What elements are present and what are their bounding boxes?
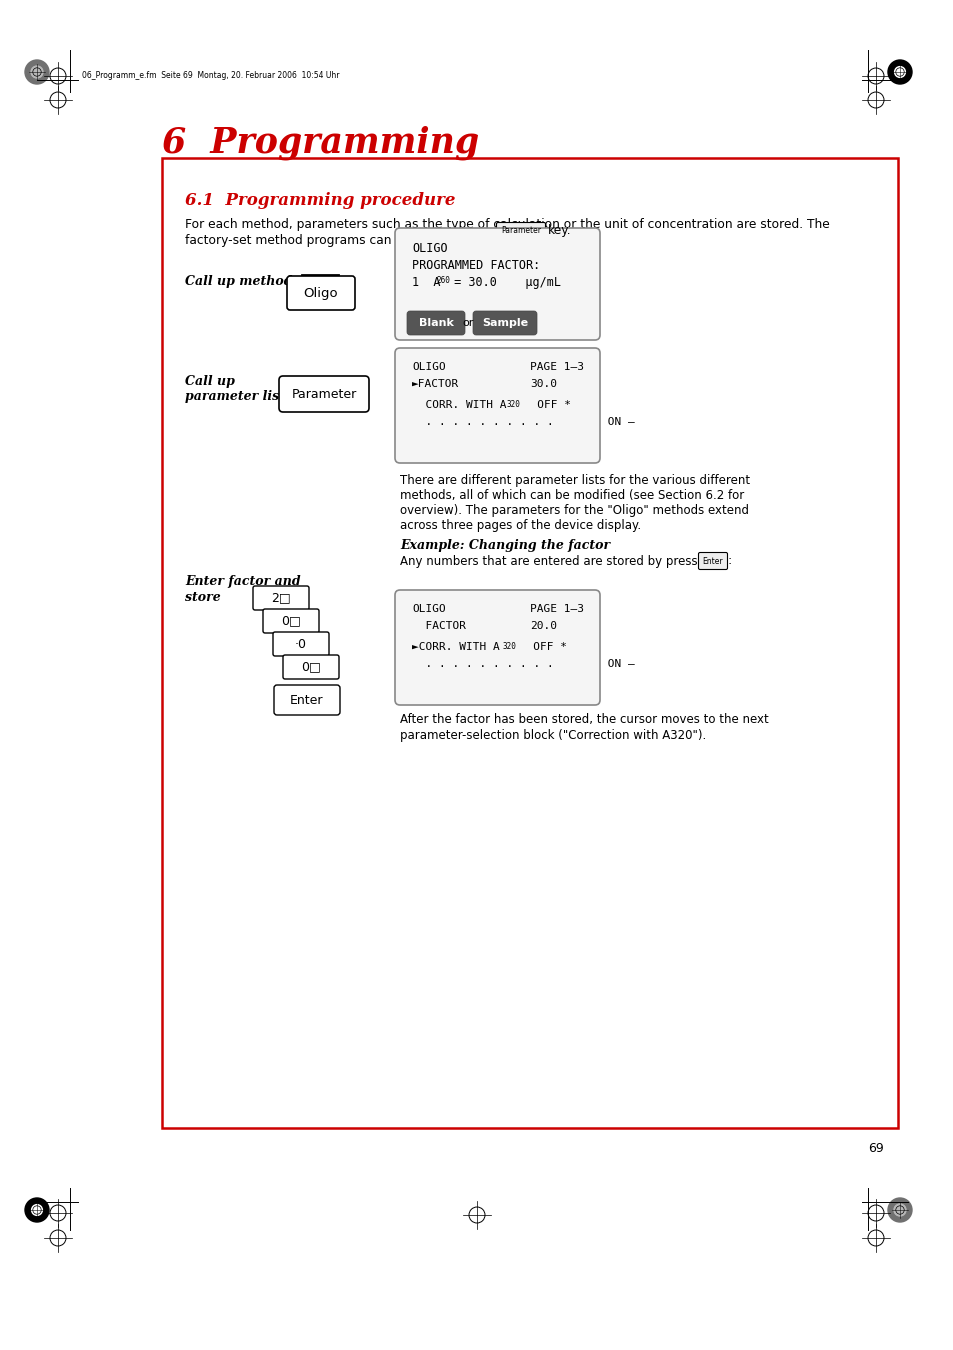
Text: OFF *: OFF * — [513, 643, 566, 652]
Text: Enter: Enter — [702, 556, 722, 566]
Text: 6.1  Programming procedure: 6.1 Programming procedure — [185, 192, 455, 209]
Text: factory-set method programs can be changed using the: factory-set method programs can be chang… — [185, 234, 528, 247]
Text: PAGE 1–3: PAGE 1–3 — [530, 362, 583, 373]
Text: or: or — [462, 319, 474, 328]
Text: 2□: 2□ — [271, 591, 291, 605]
Circle shape — [887, 1197, 911, 1222]
FancyBboxPatch shape — [274, 684, 339, 716]
Text: parameter-selection block ("Correction with A320").: parameter-selection block ("Correction w… — [399, 729, 705, 742]
FancyBboxPatch shape — [407, 310, 464, 335]
Text: 1  A: 1 A — [412, 275, 440, 289]
Text: FACTOR: FACTOR — [412, 621, 465, 630]
Text: . . . . . . . . . .        ON –: . . . . . . . . . . ON – — [412, 417, 634, 427]
FancyBboxPatch shape — [162, 158, 897, 1129]
Circle shape — [887, 59, 911, 84]
Text: Parameter: Parameter — [500, 225, 540, 235]
Text: ·0: ·0 — [294, 637, 307, 651]
Text: Example: Changing the factor: Example: Changing the factor — [399, 539, 610, 552]
Text: 0□: 0□ — [281, 614, 300, 628]
Circle shape — [25, 1197, 49, 1222]
Circle shape — [893, 1204, 905, 1216]
Text: methods, all of which can be modified (see Section 6.2 for: methods, all of which can be modified (s… — [399, 489, 743, 502]
FancyBboxPatch shape — [283, 655, 338, 679]
Text: Any numbers that are entered are stored by pressing: Any numbers that are entered are stored … — [399, 555, 716, 568]
FancyBboxPatch shape — [698, 552, 727, 570]
Text: 20.0: 20.0 — [530, 621, 557, 630]
FancyBboxPatch shape — [473, 310, 537, 335]
Circle shape — [25, 59, 49, 84]
FancyBboxPatch shape — [278, 377, 369, 412]
Text: . . . . . . . . . .        ON –: . . . . . . . . . . ON – — [412, 659, 634, 670]
Text: :: : — [727, 555, 732, 567]
Text: 6  Programming: 6 Programming — [162, 126, 478, 159]
Text: across three pages of the device display.: across three pages of the device display… — [399, 518, 640, 532]
Text: parameter list: parameter list — [185, 390, 285, 404]
FancyBboxPatch shape — [263, 609, 318, 633]
Text: PAGE 1–3: PAGE 1–3 — [530, 603, 583, 614]
Text: 0□: 0□ — [301, 660, 320, 674]
Text: There are different parameter lists for the various different: There are different parameter lists for … — [399, 474, 749, 487]
Text: ►CORR. WITH A: ►CORR. WITH A — [412, 643, 499, 652]
Text: Call up method: Call up method — [185, 275, 293, 288]
Text: CORR. WITH A: CORR. WITH A — [412, 400, 506, 410]
Text: store: store — [185, 591, 220, 603]
FancyBboxPatch shape — [273, 632, 329, 656]
Text: 30.0: 30.0 — [530, 379, 557, 389]
Text: Oligo: Oligo — [303, 286, 338, 300]
Text: OLIGO: OLIGO — [412, 603, 445, 614]
Text: 320: 320 — [502, 643, 517, 651]
Circle shape — [31, 1204, 42, 1215]
Text: 260: 260 — [436, 275, 450, 285]
Text: Sample: Sample — [481, 319, 528, 328]
FancyBboxPatch shape — [395, 348, 599, 463]
Text: Call up: Call up — [185, 375, 234, 387]
Text: 06_Programm_e.fm  Seite 69  Montag, 20. Februar 2006  10:54 Uhr: 06_Programm_e.fm Seite 69 Montag, 20. Fe… — [82, 72, 339, 81]
Text: For each method, parameters such as the type of calculation or the unit of conce: For each method, parameters such as the … — [185, 217, 829, 231]
Text: ►FACTOR: ►FACTOR — [412, 379, 458, 389]
Text: PROGRAMMED FACTOR:: PROGRAMMED FACTOR: — [412, 259, 539, 271]
Text: Enter: Enter — [290, 694, 323, 706]
Text: Enter factor and: Enter factor and — [185, 575, 300, 589]
Circle shape — [30, 66, 43, 78]
Text: overview). The parameters for the "Oligo" methods extend: overview). The parameters for the "Oligo… — [399, 504, 748, 517]
Text: = 30.0    µg/mL: = 30.0 µg/mL — [447, 275, 560, 289]
Text: 320: 320 — [506, 400, 520, 409]
Circle shape — [894, 66, 904, 77]
Text: 69: 69 — [867, 1142, 883, 1156]
Text: OFF *: OFF * — [517, 400, 571, 410]
Text: key.: key. — [547, 224, 571, 238]
FancyBboxPatch shape — [395, 590, 599, 705]
FancyBboxPatch shape — [287, 275, 355, 310]
Text: After the factor has been stored, the cursor moves to the next: After the factor has been stored, the cu… — [399, 713, 768, 726]
Text: OLIGO: OLIGO — [412, 362, 445, 373]
FancyBboxPatch shape — [395, 228, 599, 340]
Text: Parameter: Parameter — [291, 387, 356, 401]
FancyBboxPatch shape — [496, 223, 545, 239]
Text: Blank: Blank — [418, 319, 453, 328]
Text: OLIGO: OLIGO — [412, 242, 447, 255]
FancyBboxPatch shape — [253, 586, 309, 610]
